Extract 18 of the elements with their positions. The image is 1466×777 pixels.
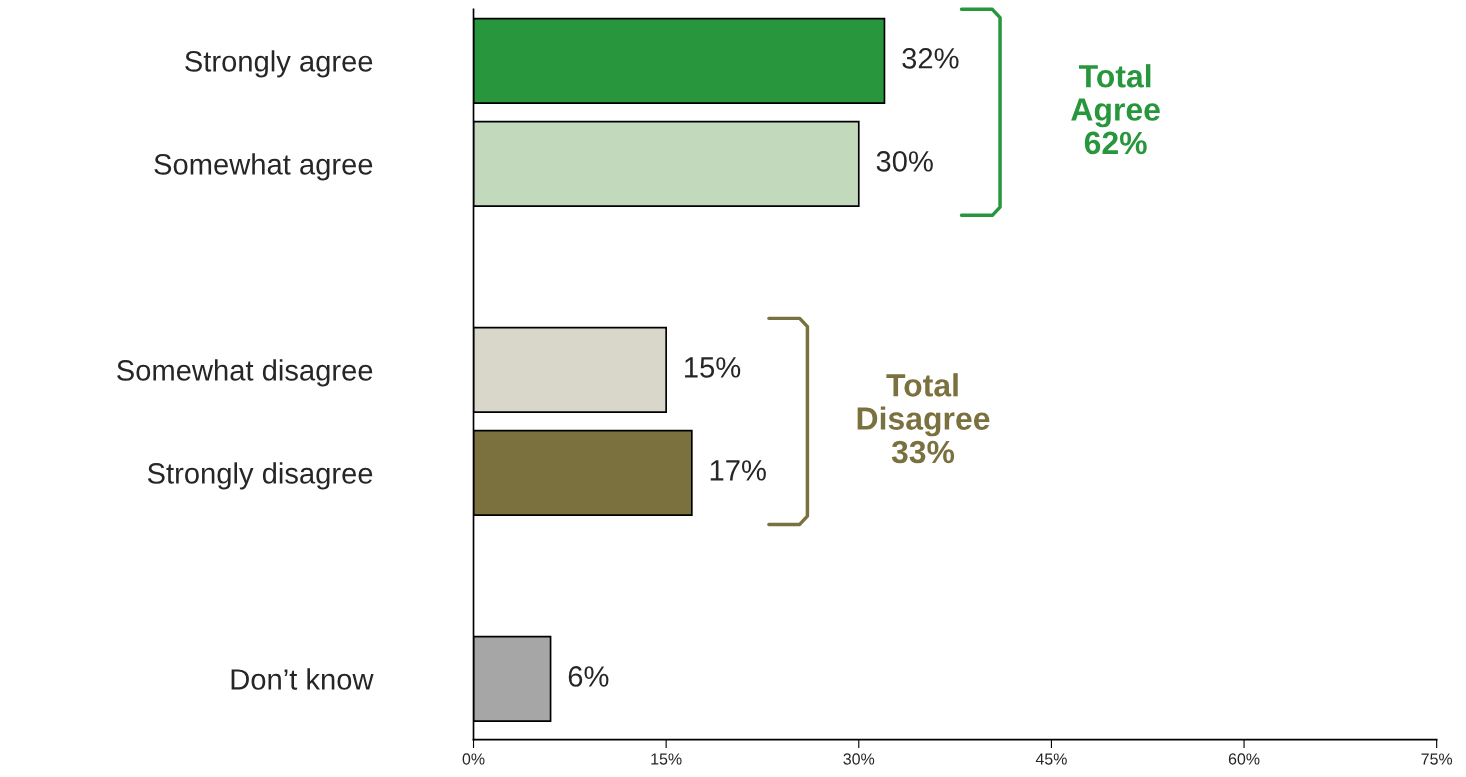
data-label: 17% <box>710 460 766 481</box>
data-label: 6% <box>568 666 609 687</box>
y-tick-label: Strongly disagree <box>147 462 373 490</box>
x-tick-label: 15% <box>651 753 682 765</box>
y-tick-label: Somewhat agree <box>154 153 373 181</box>
annotation: Total Agree 62% <box>1071 64 1160 155</box>
y-tick-label: Strongly agree <box>185 50 373 78</box>
x-tick-label: 75% <box>1421 753 1453 765</box>
data-label: 30% <box>876 151 933 172</box>
x-tick-label: 45% <box>1035 753 1067 765</box>
data-label: 32% <box>902 48 959 69</box>
annotation: Total Disagree 33% <box>857 373 990 464</box>
y-tick-label: Somewhat disagree <box>117 359 373 387</box>
x-tick-label: 0% <box>462 753 485 765</box>
data-label: 15% <box>685 357 741 378</box>
y-tick-label: Don’t know <box>231 668 374 690</box>
x-tick-label: 60% <box>1228 753 1260 765</box>
x-tick-label: 30% <box>843 753 875 765</box>
